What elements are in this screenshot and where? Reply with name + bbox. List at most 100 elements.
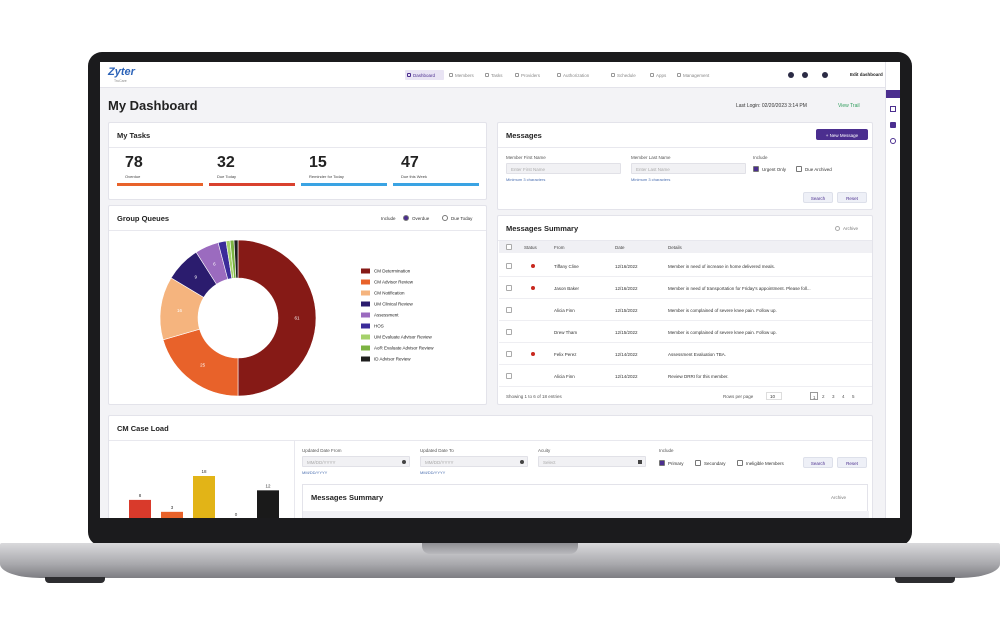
checkbox-label: Due Archived bbox=[805, 166, 832, 172]
nav-item[interactable]: Schedule bbox=[609, 70, 645, 80]
nav-item[interactable]: Providers bbox=[513, 70, 552, 80]
legend-label: Assessment bbox=[374, 313, 399, 318]
row-checkbox[interactable] bbox=[506, 307, 512, 313]
logo: Zyter bbox=[108, 66, 135, 78]
nav-icon bbox=[485, 72, 489, 77]
text-input[interactable]: MM/DD/YYYY bbox=[302, 456, 410, 467]
sidebar-icon[interactable] bbox=[890, 122, 896, 128]
checkbox[interactable] bbox=[403, 215, 409, 221]
page-button[interactable]: 3 bbox=[830, 392, 838, 400]
checkbox[interactable] bbox=[737, 460, 743, 466]
screen: Zyter TruCare Dashboard Members Tasks Provide… bbox=[100, 62, 900, 518]
page-size[interactable]: 10 bbox=[766, 392, 782, 400]
page-button[interactable]: 2 bbox=[820, 392, 828, 400]
top-nav: Zyter TruCare Dashboard Members Tasks Provide… bbox=[100, 62, 885, 88]
nav-icon[interactable] bbox=[802, 72, 808, 78]
messages-card: Messages + New Message Member First Name En… bbox=[497, 122, 873, 210]
details: Assessment Evaluation TBA. bbox=[668, 352, 726, 357]
text-input[interactable]: Enter First Name bbox=[506, 163, 621, 174]
card-title: Group Queues bbox=[117, 214, 170, 223]
page-button[interactable]: 5 bbox=[850, 392, 858, 400]
nav-label: Authorization bbox=[563, 72, 590, 78]
details: Member in need of increase in home deliv… bbox=[668, 264, 776, 269]
segment-label: 16 bbox=[177, 308, 183, 313]
button[interactable]: Reset bbox=[837, 192, 867, 203]
nav-item[interactable]: Members bbox=[447, 70, 480, 80]
row-checkbox[interactable] bbox=[506, 329, 512, 335]
right-sidebar bbox=[885, 62, 900, 518]
page-size-value: 10 bbox=[770, 394, 776, 399]
details: Member in need of transportation for Fri… bbox=[668, 286, 811, 291]
sidebar-icon[interactable] bbox=[890, 138, 896, 144]
checkbox[interactable] bbox=[659, 460, 665, 466]
urgent-dot bbox=[531, 264, 535, 268]
date: 12/15/2022 bbox=[615, 330, 638, 335]
nav-icon[interactable] bbox=[788, 72, 794, 78]
from: Alicia Finn bbox=[554, 308, 575, 313]
edit-dashboard[interactable]: Edit dashboard bbox=[850, 72, 883, 77]
header-checkbox[interactable] bbox=[506, 244, 512, 250]
donut-segment bbox=[237, 239, 317, 397]
row-checkbox[interactable] bbox=[506, 263, 512, 269]
text-input[interactable]: Select bbox=[538, 456, 646, 467]
button-label: Reset bbox=[846, 196, 858, 201]
archive-checkbox[interactable] bbox=[835, 226, 840, 231]
sidebar-tab[interactable] bbox=[886, 90, 900, 98]
button[interactable]: Search bbox=[803, 457, 833, 468]
nav-icon bbox=[677, 72, 681, 77]
row-checkbox[interactable] bbox=[506, 373, 512, 379]
messages-summary-card: Messages Summary Archive bbox=[302, 484, 869, 518]
task-count: 47 bbox=[401, 154, 419, 171]
checkbox[interactable] bbox=[695, 460, 701, 466]
row-divider bbox=[499, 276, 872, 277]
checkbox-label: Urgent Only bbox=[762, 166, 787, 172]
from: Tiffany Cline bbox=[554, 264, 579, 269]
checkbox[interactable] bbox=[442, 215, 448, 221]
text-input[interactable]: MM/DD/YYYY bbox=[420, 456, 528, 467]
page-title: My Dashboard bbox=[108, 98, 198, 113]
sidebar-icon[interactable] bbox=[890, 106, 896, 112]
task-label: Reminder for Today bbox=[309, 174, 344, 179]
view-trail[interactable]: View Trail bbox=[838, 103, 860, 109]
text-input[interactable]: Enter Last Name bbox=[631, 163, 746, 174]
row-divider bbox=[499, 342, 872, 343]
field-hint: Minimum 3 characters bbox=[506, 177, 546, 182]
divider bbox=[498, 147, 872, 148]
field-icon bbox=[520, 460, 524, 464]
legend-swatch bbox=[361, 290, 370, 296]
nav-item[interactable]: Apps bbox=[648, 70, 672, 80]
legend-label: UM Evaluate Advisor Review bbox=[374, 335, 433, 340]
nav-item[interactable]: Authorization bbox=[555, 70, 606, 80]
checkbox[interactable] bbox=[796, 166, 802, 172]
button[interactable]: Search bbox=[803, 192, 833, 203]
divider bbox=[109, 440, 872, 441]
logo-sub: TruCare bbox=[114, 79, 127, 83]
placeholder: Enter First Name bbox=[511, 167, 546, 172]
donut-chart: 61 25 16 9 6 CM Determination CM Advisor Revie… bbox=[159, 239, 434, 397]
nav-item[interactable]: Tasks bbox=[483, 70, 510, 80]
legend-label: CM Notification bbox=[374, 291, 405, 296]
nav-icon bbox=[449, 72, 453, 77]
from: Drew Tham bbox=[554, 330, 578, 335]
nav-item[interactable]: Management bbox=[675, 70, 717, 80]
row-checkbox[interactable] bbox=[506, 285, 512, 291]
nav-item[interactable]: Dashboard bbox=[405, 70, 444, 80]
details: Review DRRI for this member. bbox=[668, 374, 729, 379]
checkbox[interactable] bbox=[753, 166, 759, 172]
page-button[interactable]: 4 bbox=[840, 392, 848, 400]
row-checkbox[interactable] bbox=[506, 351, 512, 357]
button-label: Reset bbox=[846, 461, 858, 466]
nav-icon bbox=[557, 72, 561, 77]
nav-label: Apps bbox=[656, 72, 667, 78]
page-number: 1 bbox=[813, 394, 816, 400]
button[interactable]: + New Message bbox=[816, 129, 868, 140]
button[interactable]: Reset bbox=[837, 457, 867, 468]
laptop-foot bbox=[45, 577, 105, 583]
table-header bbox=[499, 241, 872, 253]
page-button[interactable]: 1 bbox=[810, 392, 818, 400]
nav-icon[interactable] bbox=[822, 72, 828, 78]
legend-label: CM Determination bbox=[374, 269, 411, 274]
entries-info: Showing 1 to 6 of 18 entries bbox=[506, 394, 562, 399]
row-divider bbox=[499, 298, 872, 299]
bar bbox=[129, 499, 151, 518]
